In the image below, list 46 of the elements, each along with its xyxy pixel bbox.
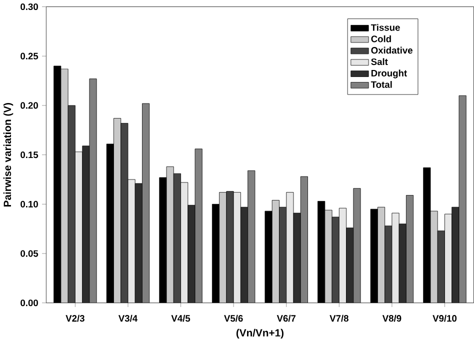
bar bbox=[194, 148, 202, 303]
bar bbox=[384, 226, 392, 303]
bar bbox=[392, 212, 400, 303]
y-tick-label: 0.10 bbox=[20, 200, 38, 208]
x-axis-title: (Vn/Vn+1) bbox=[236, 328, 284, 339]
bar bbox=[68, 105, 76, 303]
bar bbox=[248, 170, 256, 303]
y-tick-label: 0.25 bbox=[20, 52, 38, 60]
y-tick-label: 0.15 bbox=[20, 152, 38, 158]
bar bbox=[74, 152, 83, 303]
bar bbox=[353, 188, 361, 303]
y-tick-label: 0.30 bbox=[20, 3, 38, 10]
bar bbox=[338, 208, 346, 303]
bar bbox=[286, 192, 294, 303]
legend-label: Total bbox=[370, 81, 392, 88]
y-tick-label: 0.00 bbox=[20, 300, 38, 306]
bar bbox=[173, 173, 181, 303]
y-tick-label: 0.20 bbox=[20, 102, 38, 109]
bar bbox=[120, 123, 128, 303]
bar bbox=[180, 182, 188, 303]
x-tick-label: V9/10 bbox=[432, 314, 457, 322]
bar bbox=[89, 78, 97, 303]
y-tick-label: 0.05 bbox=[20, 250, 38, 257]
legend-label: Oxidative bbox=[371, 46, 412, 54]
bar bbox=[279, 206, 287, 303]
y-axis-title: Pairwise variation (V) bbox=[3, 102, 14, 206]
legend-label: Cold bbox=[371, 35, 391, 42]
x-tick-label: V2/3 bbox=[66, 314, 84, 322]
legend-label: Drought bbox=[371, 70, 407, 78]
bar bbox=[437, 230, 445, 303]
bar bbox=[332, 216, 340, 303]
bar bbox=[406, 195, 414, 303]
bar bbox=[300, 176, 308, 303]
bar bbox=[458, 95, 466, 303]
legend-label: Salt bbox=[371, 58, 388, 66]
x-tick-label: V5/6 bbox=[224, 314, 243, 322]
bar bbox=[142, 103, 150, 303]
legend-label: Tissue bbox=[370, 24, 400, 31]
x-tick-label: V4/5 bbox=[171, 314, 190, 322]
bar bbox=[444, 214, 452, 303]
bar bbox=[233, 192, 241, 303]
x-tick-label: V8/9 bbox=[382, 314, 402, 322]
x-tick-label: V3/4 bbox=[118, 314, 138, 322]
x-tick-label: V6/7 bbox=[276, 314, 296, 322]
x-tick-label: V7/8 bbox=[330, 314, 348, 322]
bar bbox=[128, 179, 136, 303]
